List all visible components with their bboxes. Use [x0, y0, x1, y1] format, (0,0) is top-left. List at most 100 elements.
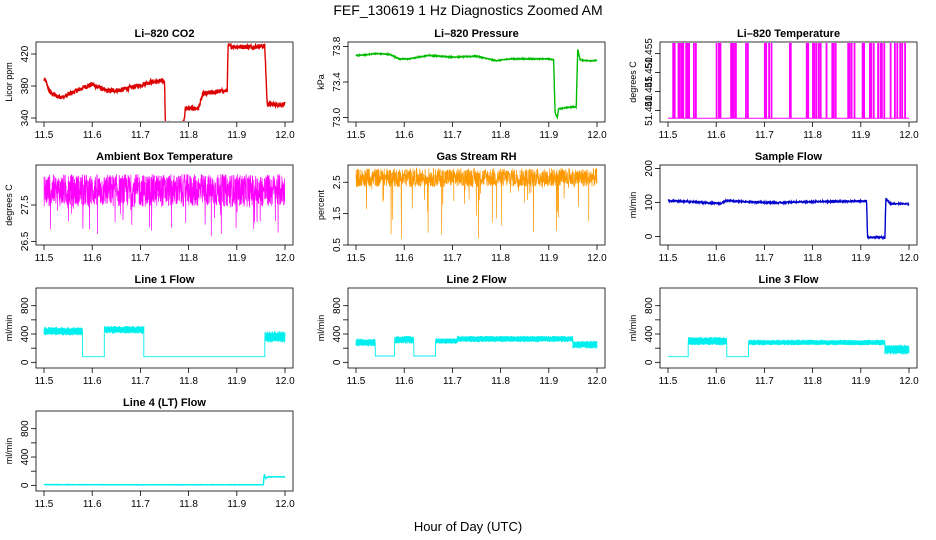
x-tick-label: 12.0 [587, 376, 607, 387]
series-line3 [668, 336, 910, 358]
plot-frame-temperature [659, 41, 918, 123]
x-tick-label: 11.8 [491, 130, 510, 141]
panel-line1: Line 1 Flow 11.5 11.6 11.7 11.8 11.9 12.0 0 400 8… [4, 274, 295, 387]
x-tick-label: 11.8 [803, 253, 822, 264]
y-tick-label: 380 [20, 77, 31, 94]
x-tick-label: 11.6 [707, 253, 726, 264]
panel-title-line3: Line 3 Flow [759, 274, 819, 286]
x-tick-label: 12.0 [587, 130, 607, 141]
x-tick-label: 11.5 [659, 130, 678, 141]
series-temperature [668, 43, 909, 119]
plot-frame-line4 [35, 410, 294, 492]
x-tick-label: 12.0 [275, 499, 295, 510]
series-line-line4 [43, 474, 286, 486]
panel-title-line4: Line 4 (LT) Flow [123, 397, 206, 409]
plot-frame-sample [659, 164, 918, 246]
y-axis-label-line2: ml/min [316, 315, 326, 342]
y-tick-label: 73.8 [332, 36, 343, 56]
x-tick-label: 11.6 [83, 376, 102, 387]
y-tick-label: 73.4 [332, 72, 343, 92]
panel-line4: Line 4 (LT) Flow 11.5 11.6 11.7 11.8 11.9 12.0… [4, 397, 295, 510]
x-tick-label: 12.0 [587, 253, 607, 264]
x-tick-label: 11.8 [491, 253, 510, 264]
plot-frame-co2 [35, 41, 294, 123]
y-tick-label: 400 [332, 325, 343, 342]
x-tick-label: 11.8 [803, 376, 822, 387]
x-tick-label: 11.7 [443, 376, 462, 387]
plot-frame-line3 [659, 287, 918, 369]
series-line-line1 [43, 325, 286, 358]
x-tick-label: 11.8 [491, 376, 510, 387]
series-line1 [43, 325, 286, 358]
series-line-line2 [355, 335, 598, 357]
x-tick-label: 11.5 [659, 253, 678, 264]
x-tick-label: 11.6 [83, 253, 102, 264]
y-tick-label: 800 [20, 420, 31, 437]
y-axis-label-rh: percent [316, 189, 326, 220]
y-tick-label: 51.440 [644, 95, 655, 126]
series-pressure [355, 49, 598, 121]
y-tick-label: 100 [644, 194, 655, 211]
x-tick-label: 12.0 [899, 253, 919, 264]
panel-line3: Line 3 Flow 11.5 11.6 11.7 11.8 11.9 12.0 0 400 8… [628, 274, 919, 387]
x-tick-label: 11.8 [803, 130, 822, 141]
y-tick-label: 51.450 [644, 57, 655, 88]
x-tick-label: 11.8 [179, 130, 198, 141]
x-tick-label: 11.7 [443, 253, 462, 264]
panel-title-line1: Line 1 Flow [135, 274, 195, 286]
series-line-co2 [43, 43, 286, 121]
y-tick-label: 400 [20, 325, 31, 342]
x-tick-label: 11.6 [395, 253, 414, 264]
x-tick-label: 11.6 [83, 499, 102, 510]
series-line-rh [355, 166, 598, 239]
panel-sample: Sample Flow 11.5 11.6 11.7 11.8 11.9 12.0 0 100 2… [628, 151, 919, 264]
x-tick-label: 11.9 [227, 499, 246, 510]
panel-pressure: Li–820 Pressure 11.5 11.6 11.7 11.8 11.9 12.0 7… [316, 28, 607, 141]
series-line-temperature [668, 43, 909, 119]
y-tick-label: 0 [644, 233, 655, 239]
x-tick-label: 11.5 [35, 130, 54, 141]
x-tick-label: 12.0 [275, 253, 295, 264]
y-axis-label-pressure: kPa [316, 74, 326, 90]
plot-frame-line1 [35, 287, 294, 369]
x-tick-label: 12.0 [899, 130, 919, 141]
x-tick-label: 11.7 [443, 130, 462, 141]
y-tick-label: 0.5 [332, 238, 343, 252]
x-tick-label: 11.8 [179, 376, 198, 387]
y-tick-label: 73.0 [332, 107, 343, 127]
figure-title: FEF_130619 1 Hz Diagnostics Zoomed AM [333, 2, 602, 18]
y-axis-label-line4: ml/min [4, 438, 14, 465]
x-tick-label: 11.6 [707, 130, 726, 141]
x-tick-label: 11.9 [851, 376, 870, 387]
y-tick-label: 0 [332, 359, 343, 365]
series-line4 [43, 474, 286, 486]
x-tick-label: 11.5 [347, 376, 366, 387]
y-tick-label: 51.455 [644, 38, 655, 69]
panel-title-line2: Line 2 Flow [447, 274, 507, 286]
y-tick-label: 0 [644, 359, 655, 365]
x-tick-label: 11.8 [179, 499, 198, 510]
y-axis-label-temperature: degrees C [628, 61, 638, 103]
y-tick-label: 0 [20, 482, 31, 488]
x-tick-label: 11.5 [35, 376, 54, 387]
panel-title-rh: Gas Stream RH [436, 151, 516, 163]
x-tick-label: 11.9 [851, 130, 870, 141]
x-tick-label: 11.5 [347, 130, 366, 141]
panel-title-temperature: Li–820 Temperature [737, 28, 840, 40]
panel-title-co2: Li–820 CO2 [135, 28, 195, 40]
x-tick-label: 11.9 [539, 130, 558, 141]
y-tick-label: 2.5 [332, 175, 343, 189]
y-tick-label: 1.5 [332, 206, 343, 220]
x-tick-label: 11.5 [659, 376, 678, 387]
y-axis-label-sample: ml/min [628, 192, 638, 219]
x-tick-label: 11.9 [539, 253, 558, 264]
x-tick-label: 11.7 [131, 376, 150, 387]
y-tick-label: 51.445 [644, 76, 655, 107]
panel-title-pressure: Li–820 Pressure [434, 28, 518, 40]
y-tick-label: 800 [332, 297, 343, 314]
series-line-ambient [43, 173, 286, 237]
x-tick-label: 11.7 [131, 499, 150, 510]
panel-ambient: Ambient Box Temperature 11.5 11.6 11.7 11.8 1… [4, 151, 295, 264]
x-tick-label: 11.9 [539, 376, 558, 387]
